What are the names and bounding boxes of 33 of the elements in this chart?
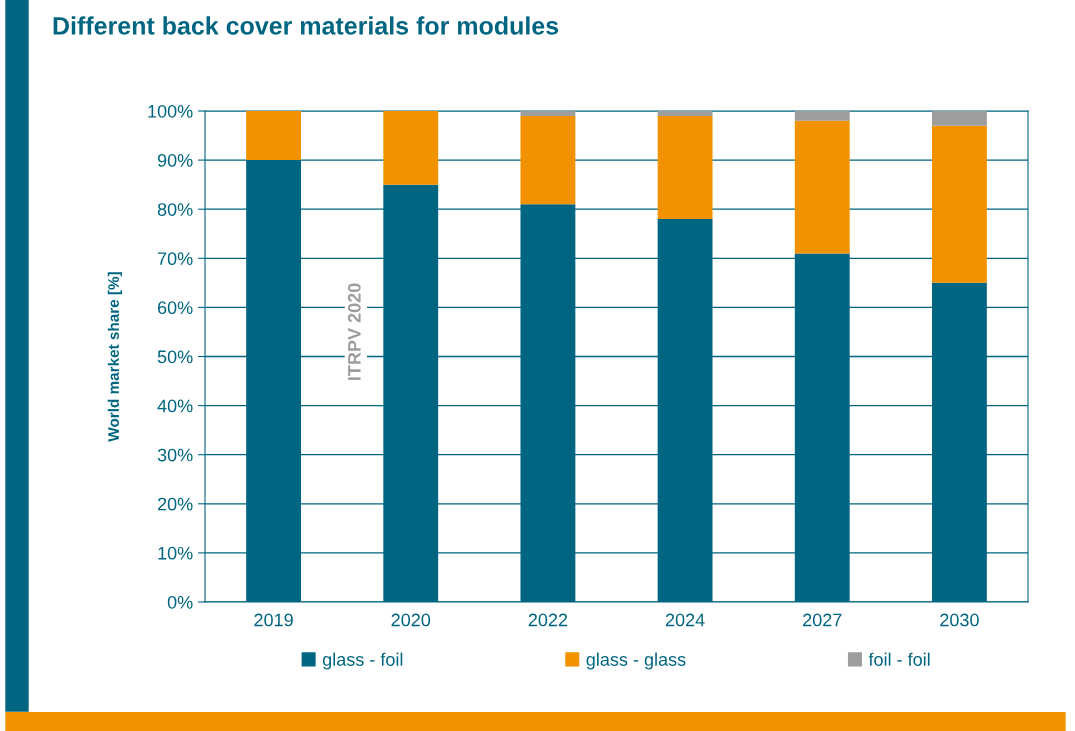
bar <box>794 111 850 121</box>
bar <box>520 115 576 205</box>
bar <box>246 111 302 161</box>
bar <box>657 111 713 116</box>
bar <box>931 111 987 126</box>
y-tick-label: 90% <box>157 154 193 167</box>
x-tick-label: 2022 <box>528 613 568 627</box>
x-tick-label: 2030 <box>940 613 979 627</box>
legend-label: glass - glass <box>586 652 686 670</box>
y-tick-label: 60% <box>157 301 193 315</box>
bar <box>520 111 576 116</box>
legend-label: glass - foil <box>322 652 403 670</box>
x-tick-label: 2024 <box>665 613 705 627</box>
y-tick-label: 40% <box>157 399 193 413</box>
x-tick-label: 2027 <box>803 613 842 627</box>
y-tick-label: 70% <box>157 252 193 266</box>
bar <box>657 115 713 220</box>
legend-label: foil - foil <box>868 652 930 666</box>
y-tick-label: 20% <box>157 497 193 511</box>
annotation: ITRPV 2020 <box>347 283 361 380</box>
y-tick-label: 50% <box>157 350 193 364</box>
y-tick-label: 30% <box>157 448 193 462</box>
chart-title: Different back cover materials for modules <box>53 16 559 35</box>
y-tick-label: 80% <box>157 203 193 216</box>
y-axis-title: World market share [%] <box>107 272 123 442</box>
y-tick-label: 0% <box>167 595 193 609</box>
y-tick-label: 100% <box>148 104 193 118</box>
x-tick-label: 2019 <box>254 613 293 627</box>
x-tick-label: 2020 <box>391 613 431 627</box>
bar <box>794 120 850 254</box>
y-tick-label: 10% <box>158 546 193 560</box>
bar <box>931 125 987 283</box>
bar <box>383 111 439 185</box>
